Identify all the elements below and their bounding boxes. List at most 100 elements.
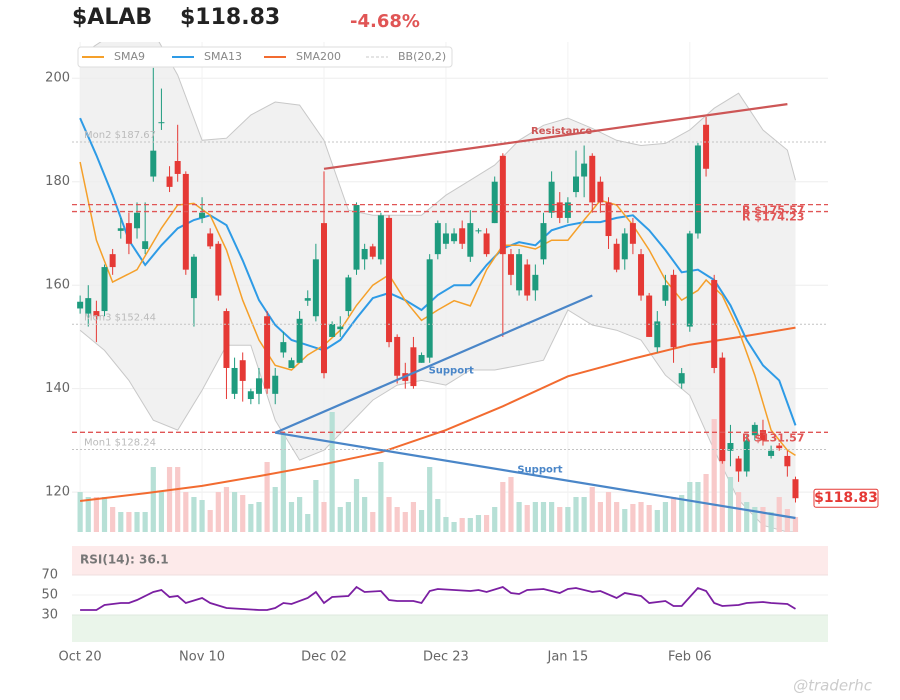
candle-body — [353, 204, 360, 270]
trendline-label: Support — [429, 365, 474, 376]
candle-body — [597, 181, 604, 203]
price-tag-label: $118.83 — [814, 490, 878, 506]
volume-bar — [744, 502, 750, 532]
volume-bar — [191, 497, 197, 532]
bollinger-lower — [79, 309, 796, 532]
volume-bar — [451, 522, 457, 532]
candle-body — [524, 264, 531, 296]
candle-body — [329, 323, 336, 337]
volume-bar — [492, 507, 498, 532]
candle-body — [125, 223, 132, 244]
volume-bar — [321, 502, 327, 532]
candle-body — [475, 230, 482, 232]
volume-bar — [402, 512, 408, 532]
main-pane — [72, 42, 828, 532]
volume-bar — [532, 502, 538, 532]
volume-bar — [394, 507, 400, 532]
candle-body — [662, 285, 669, 301]
candle-body — [540, 223, 547, 260]
candle-body — [272, 375, 279, 394]
volume-bar — [418, 510, 425, 532]
x-tick-label: Dec 02 — [301, 650, 347, 665]
volume-bar — [126, 512, 132, 532]
volume-bar — [549, 502, 555, 532]
watermark: @traderhc — [793, 677, 873, 695]
volume-bar — [386, 497, 392, 532]
volume-bar — [134, 512, 140, 532]
volume-bar — [475, 515, 482, 532]
y-tick-label: 120 — [45, 485, 70, 500]
volume-bar — [166, 467, 173, 532]
volume-bar — [565, 507, 571, 532]
legend-label: SMA200 — [296, 50, 341, 63]
candle-body — [345, 277, 352, 312]
candle-body — [109, 254, 116, 268]
volume-bar — [727, 477, 734, 532]
candle-body — [134, 212, 141, 229]
legend-label: SMA9 — [114, 50, 145, 63]
candle-body — [678, 373, 685, 384]
volume-bar — [110, 507, 116, 532]
candle-body — [516, 254, 523, 291]
volume-bar — [410, 502, 417, 532]
volume-bar — [329, 412, 335, 532]
volume-bar — [345, 502, 351, 532]
candle-body — [361, 248, 368, 260]
volume-bar — [614, 502, 620, 532]
ma-line — [79, 326, 796, 502]
change: -4.68% — [350, 11, 420, 32]
volume-bar — [557, 507, 563, 532]
candle-body — [207, 233, 214, 247]
rsi-tick-label: 30 — [41, 608, 58, 623]
candle-body — [93, 311, 100, 317]
candle-body — [280, 342, 287, 353]
volume-bar — [142, 512, 148, 532]
volume-bar — [768, 512, 774, 532]
volume-bar — [272, 487, 278, 532]
candle-body — [564, 202, 571, 218]
candle-body — [369, 246, 376, 257]
volume-bar — [150, 467, 156, 532]
candle-body — [426, 259, 433, 358]
x-tick-label: Nov 10 — [179, 650, 225, 665]
volume-bar — [313, 480, 319, 532]
candle-body — [386, 217, 393, 343]
volume-bar — [215, 492, 221, 532]
candle-body — [337, 326, 344, 330]
volume-bar — [305, 514, 311, 532]
candle-body — [483, 233, 490, 255]
volume-bar — [280, 432, 286, 532]
volume-bar — [288, 502, 295, 532]
candle-body — [247, 391, 254, 400]
rsi-tick-label: 70 — [41, 568, 58, 583]
volume-bar — [297, 497, 303, 532]
y-tick-label: 200 — [45, 71, 70, 86]
candle-body — [442, 233, 449, 244]
volume-bar — [508, 477, 514, 532]
level-label: R $131.57 — [742, 431, 804, 444]
candle-body — [85, 298, 92, 314]
candle-body — [231, 367, 238, 394]
candle-body — [727, 443, 734, 451]
candle-body — [377, 215, 384, 260]
volume-bar — [695, 482, 701, 532]
trendline — [274, 294, 593, 434]
candle-body — [101, 267, 108, 312]
volume-bar — [118, 512, 124, 532]
candle-body — [703, 124, 710, 169]
candle-body — [264, 316, 271, 389]
candle-body — [491, 181, 498, 224]
candle-body — [117, 228, 124, 231]
legend-label: BB(20,2) — [398, 50, 446, 63]
volume-bar — [638, 502, 644, 532]
volume-bar — [459, 518, 465, 532]
x-tick-label: Dec 23 — [423, 650, 469, 665]
bollinger-fill — [80, 42, 796, 532]
trendline-label: Resistance — [531, 126, 592, 137]
candle-body — [670, 274, 677, 348]
volume-bar — [223, 487, 230, 532]
candle-body — [150, 150, 157, 177]
candle-body — [255, 378, 262, 394]
volume-bar — [353, 479, 360, 532]
